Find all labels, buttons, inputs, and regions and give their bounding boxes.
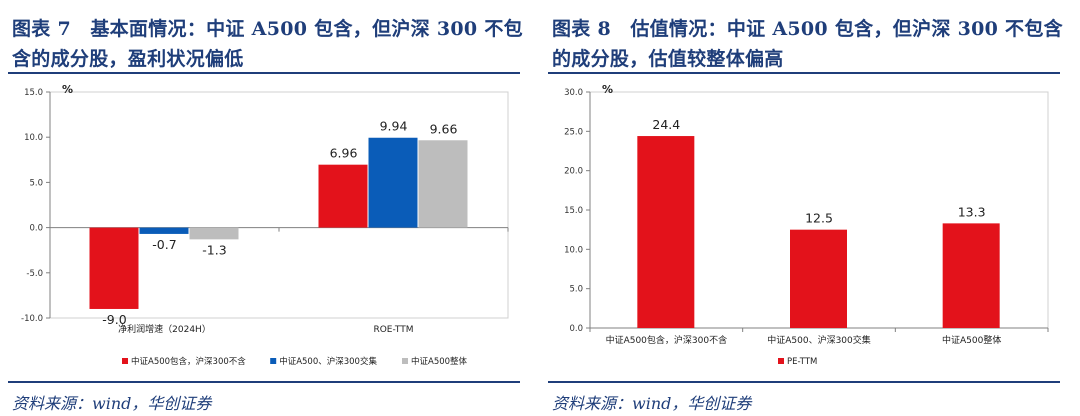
legend-label: 中证A500包含，沪深300不含 — [131, 356, 246, 367]
bar — [368, 137, 418, 228]
source-divider — [548, 381, 1060, 383]
category-label: 中证A500包含，沪深300不含 — [606, 334, 728, 346]
bar — [942, 223, 1000, 328]
bar — [790, 229, 847, 328]
source-note: 资料来源：wind，华创证券 — [552, 394, 752, 413]
y-tick-label: 5.0 — [29, 178, 43, 188]
data-label: -9.0 — [102, 312, 126, 327]
source-note: 资料来源：wind，华创证券 — [12, 394, 212, 413]
bar — [418, 140, 468, 228]
y-tick-label: 30.0 — [564, 88, 583, 98]
data-label: 6.96 — [330, 146, 358, 161]
bar — [139, 227, 189, 234]
chart-title: 图表 7 基本面情况：中证 A500 包含，但沪深 300 不包含的成分股，盈利… — [12, 18, 523, 70]
data-label: 12.5 — [805, 211, 833, 226]
bar — [318, 164, 368, 228]
data-label: 9.94 — [380, 119, 408, 134]
data-label: -1.3 — [202, 242, 226, 257]
profitability-bar-chart: -10.0 -5.0 0.0 5.0 10.0 15.0 % -9.0 -0.7 -1.3 净利润增… — [21, 83, 509, 367]
legend-swatch — [402, 358, 408, 364]
legend-label: 中证A500、沪深300交集 — [279, 356, 377, 367]
unit-label: % — [62, 83, 73, 96]
valuation-bar-chart: 0.0 5.0 10.0 15.0 20.0 25.0 30.0 % 24.4 中证A500包含，… — [564, 83, 1049, 367]
data-label: 13.3 — [958, 204, 986, 219]
source-divider — [8, 381, 520, 383]
legend-swatch — [270, 358, 277, 364]
y-tick-label: 20.0 — [564, 167, 583, 177]
bar — [637, 136, 695, 328]
category-label: 净利润增速（2024H） — [118, 323, 211, 335]
chart-panel-profitability: 图表 7 基本面情况：中证 A500 包含，但沪深 300 不包含的成分股，盈利… — [8, 0, 528, 416]
unit-label: % — [602, 83, 613, 96]
y-tick-label: 5.0 — [569, 285, 583, 295]
data-label: -0.7 — [152, 237, 176, 252]
title-divider — [548, 72, 1060, 74]
bar — [89, 227, 139, 309]
y-tick-label: 10.0 — [24, 133, 43, 143]
y-tick-label: -5.0 — [26, 269, 43, 279]
y-tick-label: -10.0 — [21, 314, 43, 324]
data-label: 9.66 — [430, 121, 458, 136]
category-label: ROE-TTM — [373, 325, 413, 335]
chart-title: 图表 8 估值情况：中证 A500 包含，但沪深 300 不包含的成分股，估值较… — [552, 18, 1063, 70]
y-tick-label: 0.0 — [569, 324, 583, 334]
bar — [189, 227, 239, 240]
y-tick-label: 10.0 — [564, 245, 583, 255]
title-divider — [8, 72, 520, 74]
y-tick-label: 15.0 — [24, 88, 43, 98]
chart-panel-valuation: 图表 8 估值情况：中证 A500 包含，但沪深 300 不包含的成分股，估值较… — [548, 0, 1068, 416]
data-label: 24.4 — [652, 117, 680, 132]
category-label: 中证A500、沪深300交集 — [767, 334, 871, 346]
y-tick-label: 25.0 — [564, 127, 583, 137]
legend-swatch — [122, 358, 128, 364]
legend-label: 中证A500整体 — [411, 356, 468, 367]
y-tick-label: 0.0 — [29, 224, 43, 234]
category-label: 中证A500整体 — [942, 334, 1001, 346]
y-tick-label: 15.0 — [564, 206, 583, 216]
legend-swatch — [778, 358, 784, 364]
legend-label: PE-TTM — [787, 357, 817, 367]
